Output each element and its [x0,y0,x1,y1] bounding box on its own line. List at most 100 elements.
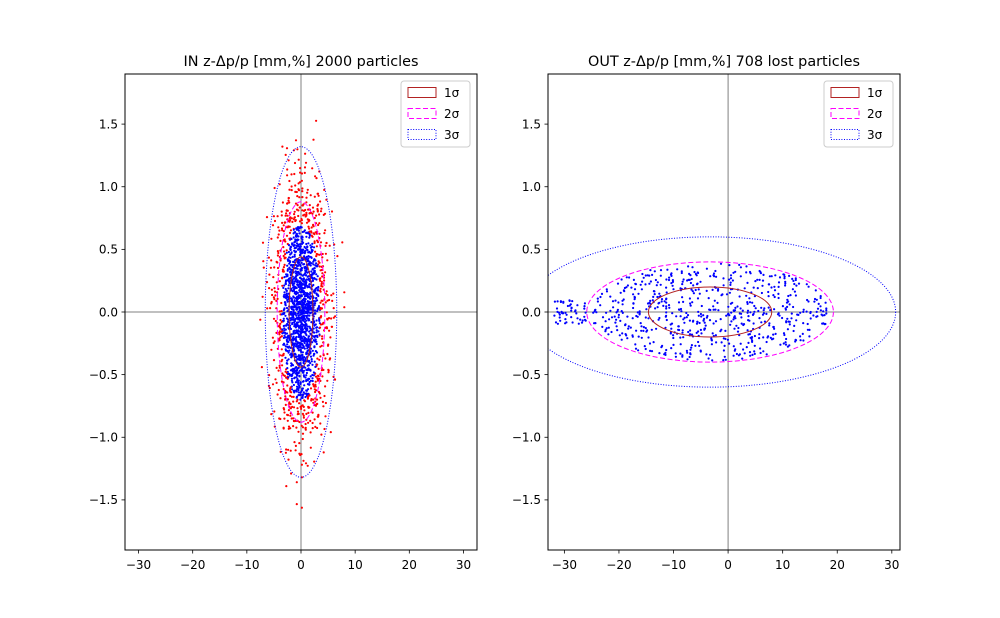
particle-point [680,271,683,275]
particle-point [746,329,749,332]
particle-point [289,353,292,356]
particle-point [784,280,787,283]
particle-point [299,357,302,360]
particle-point [719,262,723,265]
particle-point [281,364,284,367]
y-tick-label: 1.0 [522,180,541,194]
particle-point [752,322,755,325]
particle-point [293,241,296,244]
particle-point [699,349,702,352]
particle-point [309,387,313,390]
particle-point [760,321,763,324]
particle-point [285,249,288,252]
particle-point [746,309,750,312]
particle-point [665,318,668,322]
particle-point [709,275,712,278]
particle-point [739,266,743,269]
particle-point [302,459,305,462]
particle-point [763,307,766,310]
particle-point [336,255,339,258]
particle-point [279,322,282,325]
particle-point [784,341,787,344]
particle-point [787,300,790,303]
particle-point [298,272,301,275]
particle-point [289,247,292,250]
particle-point [297,300,300,304]
particle-point [305,340,308,343]
particle-point [272,215,275,218]
particle-point [314,302,317,305]
particle-point [303,347,306,350]
particle-point [665,301,668,304]
particle-point [319,301,322,304]
particle-point [759,272,763,275]
particle-point [297,318,300,321]
particle-point [307,364,310,367]
particle-point [674,352,677,355]
particle-point [281,229,284,232]
particle-point [747,315,750,318]
particle-point [288,349,291,352]
particle-point [302,306,305,309]
particle-point [303,384,306,387]
particle-point [761,284,764,287]
particle-point [298,301,301,304]
particle-point [314,175,317,178]
particle-point [652,341,655,344]
particle-point [646,274,649,277]
particle-point [292,400,295,403]
particle-point [632,278,636,281]
particle-point [288,282,291,285]
particle-point [767,283,770,286]
particle-point [760,306,763,309]
particle-point [311,421,314,425]
particle-point [815,310,818,313]
particle-point [313,304,316,307]
particle-point [299,282,302,286]
particle-point [727,312,730,315]
particle-point [306,188,309,191]
particle-point [315,389,318,392]
particle-point [648,342,652,345]
particle-point [302,362,305,365]
particle-point [294,381,298,384]
particle-point [749,354,752,357]
particle-point [301,339,304,342]
particle-point [716,301,719,304]
particle-point [282,224,285,227]
particle-point [583,307,586,310]
particle-point [284,314,287,317]
particle-point [583,302,587,305]
particle-point [705,316,709,319]
particle-point [305,319,308,322]
particle-point [705,289,708,292]
particle-point [786,298,789,301]
particle-point [305,338,308,342]
particle-point [770,275,773,278]
particle-point [570,316,573,319]
particle-point [715,275,718,278]
particle-point [303,280,306,283]
particle-point [322,405,325,408]
particle-point [683,316,686,319]
particle-point [313,289,316,292]
particle-point [658,292,661,295]
particle-point [290,185,293,188]
particle-point [745,346,748,349]
particle-point [319,200,322,203]
particle-point [306,258,309,262]
particle-point [682,300,685,303]
particle-point [695,274,698,277]
particle-point [632,293,635,296]
particle-point [812,314,815,317]
particle-point [299,286,302,289]
particle-point [769,309,772,312]
particle-point [326,317,329,320]
particle-point [305,266,308,269]
particle-point [583,315,586,318]
particle-point [304,152,307,155]
particle-point [777,296,780,300]
particle-point [681,296,684,299]
particle-point [308,262,311,265]
particle-point [576,317,579,320]
